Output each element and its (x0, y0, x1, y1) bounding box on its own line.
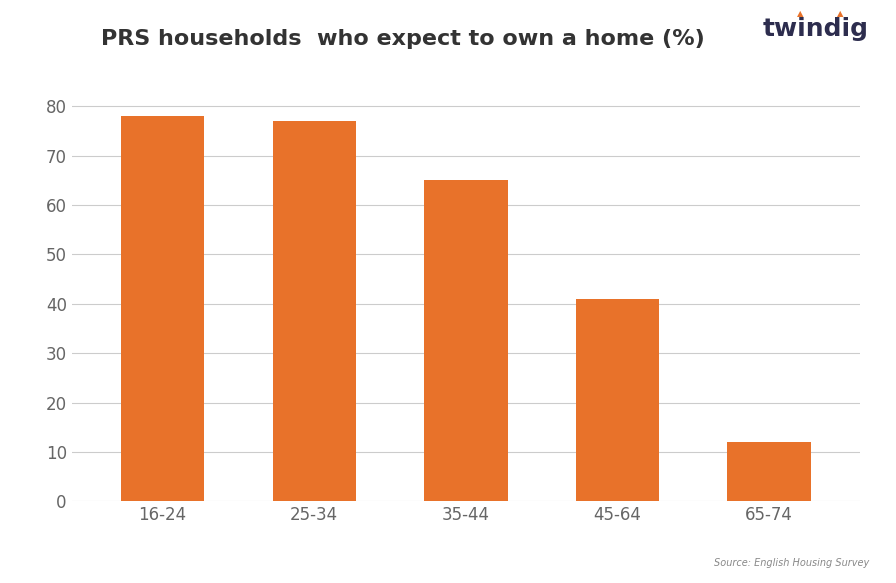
Text: Source: English Housing Survey: Source: English Housing Survey (714, 557, 869, 568)
Bar (121, 116, 204, 501)
Bar (576, 299, 659, 501)
Text: twindig: twindig (763, 17, 869, 41)
Bar (424, 180, 508, 501)
Text: ▲: ▲ (797, 9, 804, 17)
Bar (728, 442, 811, 501)
Bar (272, 121, 356, 501)
Text: ▲: ▲ (837, 9, 844, 17)
Text: PRS households  who expect to own a home (%): PRS households who expect to own a home … (101, 29, 705, 49)
